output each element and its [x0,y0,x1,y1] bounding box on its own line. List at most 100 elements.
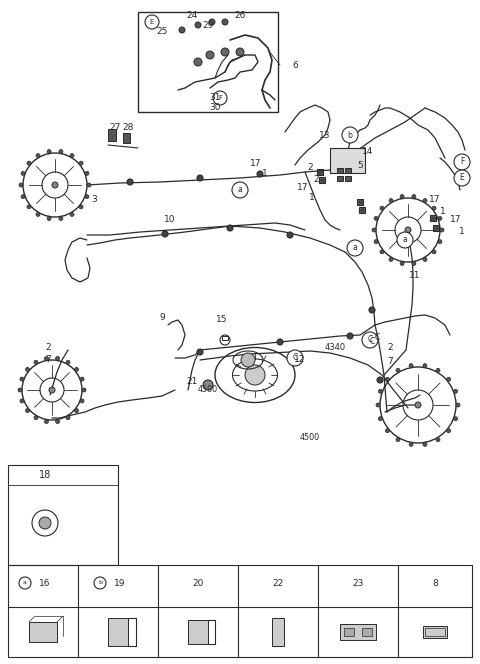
Circle shape [352,247,358,253]
Text: b: b [98,580,102,586]
Bar [318,170,322,174]
Text: E: E [460,173,464,183]
Circle shape [27,205,31,209]
Circle shape [25,408,29,412]
Circle shape [287,232,293,238]
Circle shape [347,240,363,256]
Text: 22: 22 [272,578,284,588]
Bar [423,626,447,638]
Text: 5: 5 [357,161,363,169]
Bar [359,207,365,213]
Circle shape [454,170,470,186]
Text: a: a [403,236,408,244]
Text: 6: 6 [292,60,298,70]
Text: E: E [150,19,154,25]
Circle shape [21,171,25,175]
Bar [8,465,118,565]
Circle shape [432,250,436,254]
Circle shape [447,429,451,433]
Circle shape [21,195,25,199]
Circle shape [34,416,38,420]
Text: 21: 21 [186,378,198,386]
Bar [337,168,343,173]
Circle shape [423,364,427,368]
Circle shape [277,339,283,345]
Circle shape [423,442,427,446]
Circle shape [374,216,378,220]
Text: 17: 17 [450,216,462,224]
Circle shape [20,377,24,381]
Circle shape [222,19,228,25]
Circle shape [378,389,383,393]
Bar [357,199,363,205]
Circle shape [36,153,40,157]
Circle shape [454,389,457,393]
Circle shape [56,420,60,424]
Text: 9: 9 [159,313,165,323]
Circle shape [221,48,229,56]
Circle shape [18,388,22,392]
Text: a: a [353,244,358,252]
Text: 25: 25 [156,27,168,37]
Circle shape [45,357,48,361]
Text: 1: 1 [440,207,446,216]
Text: 15: 15 [216,315,228,325]
Circle shape [423,199,427,203]
Circle shape [209,19,215,25]
Circle shape [423,258,427,262]
Circle shape [87,183,91,187]
Bar [108,129,116,141]
Text: 10: 10 [164,216,176,224]
Text: 28: 28 [122,124,134,133]
Bar [345,176,351,181]
Circle shape [396,438,400,442]
Bar [433,225,439,231]
Text: 23: 23 [352,578,364,588]
Circle shape [80,377,84,381]
Circle shape [19,183,23,187]
Circle shape [438,240,442,244]
Text: 1: 1 [459,228,465,236]
Bar [337,176,343,181]
Circle shape [56,357,60,361]
Circle shape [396,369,400,373]
Bar [340,624,376,640]
Text: 17: 17 [250,159,262,167]
Circle shape [389,199,393,203]
Text: 26: 26 [234,11,246,21]
Circle shape [236,48,244,56]
Circle shape [362,332,378,348]
Circle shape [59,149,63,153]
Text: 12: 12 [294,355,306,365]
Circle shape [66,416,70,420]
Circle shape [347,333,353,339]
Circle shape [454,154,470,170]
Circle shape [456,403,460,407]
Circle shape [385,429,389,433]
Bar [319,177,325,183]
Bar [29,622,57,642]
Text: 17: 17 [297,183,309,193]
Circle shape [82,388,86,392]
Circle shape [145,15,159,29]
Text: F: F [218,95,222,101]
Circle shape [227,225,233,231]
Bar [344,628,354,636]
Circle shape [405,227,411,233]
Circle shape [378,417,383,421]
Circle shape [59,216,63,220]
Bar [320,178,324,182]
Circle shape [20,399,24,403]
Circle shape [25,367,29,371]
Text: 20: 20 [192,578,204,588]
Text: C: C [367,335,372,345]
Text: 17: 17 [429,195,441,205]
Text: 1: 1 [262,169,268,177]
Text: 11: 11 [409,270,421,280]
Circle shape [49,387,55,393]
Circle shape [74,408,79,412]
Text: 8: 8 [432,578,438,588]
Text: 2: 2 [313,175,319,185]
Bar [360,208,364,212]
Text: 7: 7 [45,355,51,365]
